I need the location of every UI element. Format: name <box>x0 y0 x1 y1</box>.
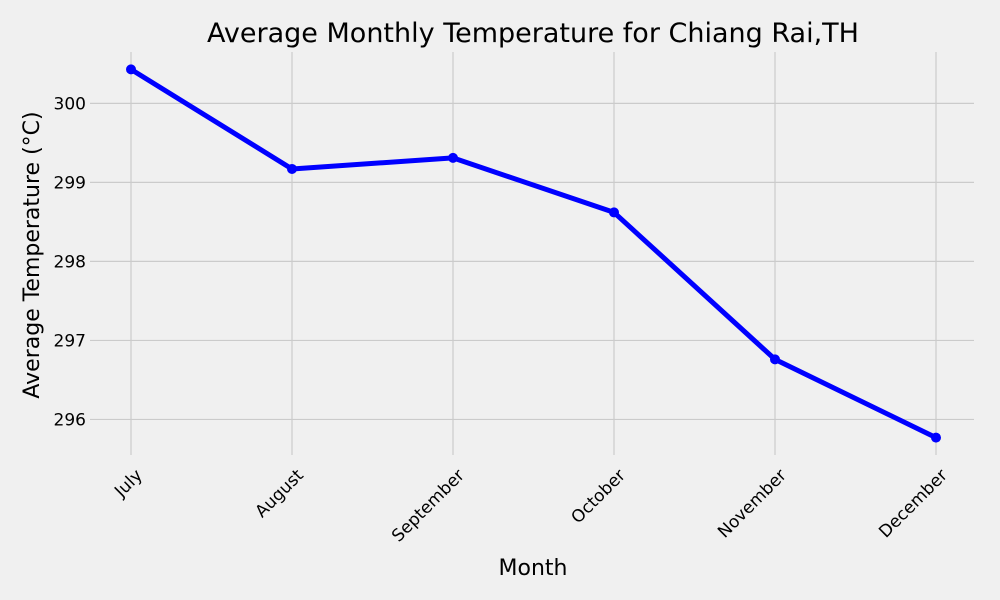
y-axis-label: Average Temperature (°C) <box>20 111 45 398</box>
y-tick-label: 296 <box>54 410 86 430</box>
data-point <box>287 163 297 174</box>
chart-title: Average Monthly Temperature for Chiang R… <box>207 18 859 49</box>
y-tick-label: 297 <box>54 331 86 351</box>
series-line <box>129 67 938 440</box>
series-layer <box>126 64 941 443</box>
grid <box>90 52 974 455</box>
data-point <box>609 207 619 218</box>
y-tick-label: 298 <box>54 252 86 272</box>
y-tick-labels: 296 297 298 299 300 <box>54 94 86 430</box>
data-point <box>126 64 136 75</box>
data-point <box>770 354 780 365</box>
x-axis-label: Month <box>499 556 568 581</box>
data-point <box>931 432 941 443</box>
data-point <box>448 152 458 163</box>
y-tick-label: 300 <box>54 94 86 114</box>
y-tick-label: 299 <box>54 173 86 193</box>
